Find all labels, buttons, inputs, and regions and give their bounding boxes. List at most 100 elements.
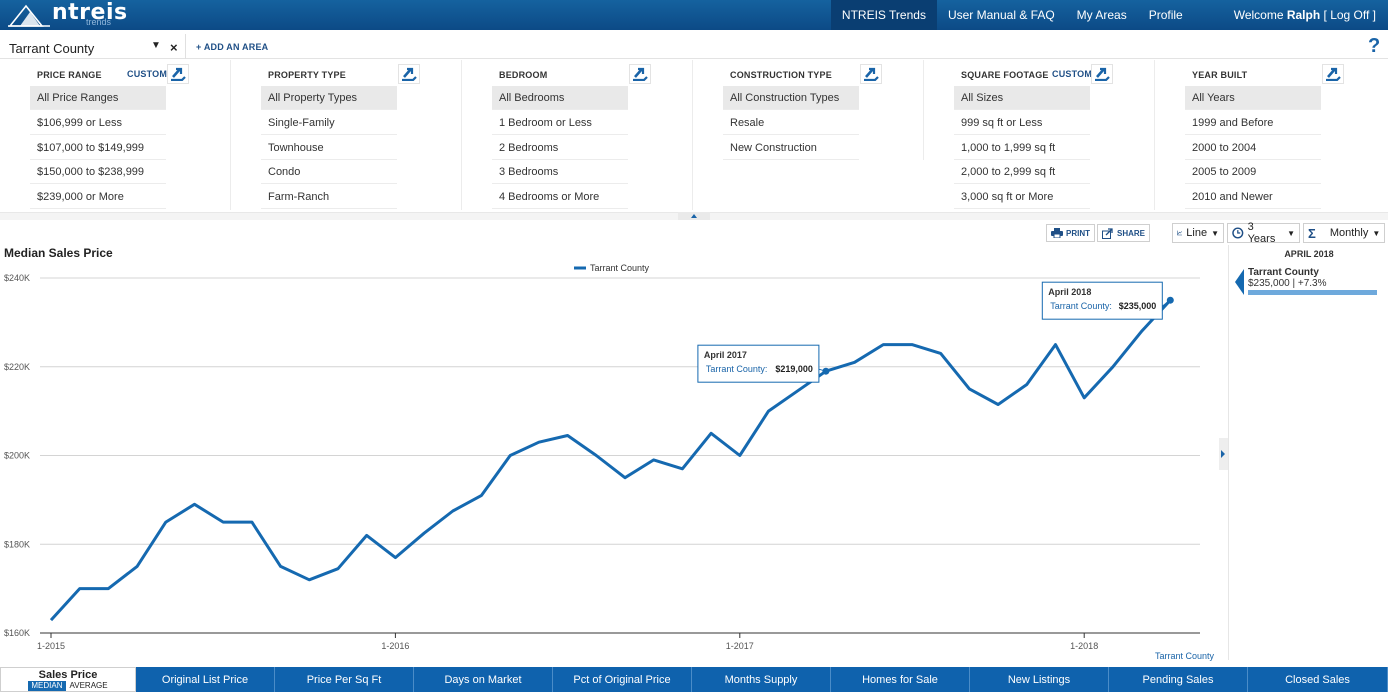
filter-option[interactable]: $107,000 to $149,999 xyxy=(30,136,166,160)
filter-option[interactable]: 3 Bedrooms xyxy=(492,160,628,185)
tab-pending-sales[interactable]: Pending Sales xyxy=(1109,667,1248,692)
nav-ntreis-trends[interactable]: NTREIS Trends xyxy=(830,0,937,30)
tooltip-value: $235,000 xyxy=(1119,301,1157,311)
filter-option[interactable]: All Construction Types xyxy=(723,86,859,110)
filter-column-price-range: PRICE RANGE CUSTOM All Price Ranges $106,99… xyxy=(0,60,231,210)
nav-user-manual[interactable]: User Manual & FAQ xyxy=(947,8,1055,22)
collapse-filters-toggle[interactable] xyxy=(678,212,710,220)
add-area-button[interactable]: + ADD AN AREA xyxy=(196,42,269,52)
filter-option[interactable]: 1999 and Before xyxy=(1185,111,1321,135)
filter-option[interactable]: 4 Bedrooms or More xyxy=(492,185,628,210)
filter-option[interactable]: $106,999 or Less xyxy=(30,111,166,135)
period-value: 3 Years xyxy=(1247,221,1276,245)
chart-type-value: Line xyxy=(1186,227,1208,239)
x-axis-caption: Tarrant County xyxy=(1155,651,1215,661)
interval-value: Monthly xyxy=(1329,227,1369,239)
median-option[interactable]: MEDIAN xyxy=(28,680,66,691)
share-button[interactable]: SHARE xyxy=(1097,224,1151,242)
filter-option[interactable]: All Price Ranges xyxy=(30,86,166,110)
filter-option[interactable]: All Bedrooms xyxy=(492,86,628,110)
chart-type-select[interactable]: Line ▼ xyxy=(1172,223,1224,243)
share-icon xyxy=(1102,227,1113,239)
chevron-down-icon: ▼ xyxy=(1372,228,1381,238)
area-select[interactable]: Tarrant County xyxy=(9,41,95,56)
tooltip-box xyxy=(1041,281,1163,320)
welcome-prefix: Welcome xyxy=(1233,8,1287,22)
panel-toggle[interactable] xyxy=(1219,438,1228,470)
filter-heading: YEAR BUILT xyxy=(1192,70,1248,80)
metric-tabs: Sales Price MEDIAN AVERAGE Original List… xyxy=(0,667,1388,692)
filter-option[interactable]: Single-Family xyxy=(261,111,397,135)
x-tick-label: 1-2017 xyxy=(726,641,754,651)
filter-option[interactable]: Resale xyxy=(723,111,859,135)
filter-option[interactable]: Condo xyxy=(261,160,397,185)
filter-option[interactable]: 2,000 to 2,999 sq ft xyxy=(954,160,1090,185)
filter-option[interactable]: All Years xyxy=(1185,86,1321,110)
custom-range-link[interactable]: CUSTOM xyxy=(1052,69,1093,79)
period-select[interactable]: 3 Years ▼ xyxy=(1227,221,1300,245)
y-tick-label: $160K xyxy=(4,628,30,638)
printer-icon xyxy=(1051,228,1063,238)
nav-my-areas[interactable]: My Areas xyxy=(1076,8,1127,22)
tab-original-list-price[interactable]: Original List Price xyxy=(136,667,275,692)
welcome-text: Welcome Ralph [ Log Off ] xyxy=(1194,0,1388,30)
share-label: SHARE xyxy=(1117,228,1146,238)
print-label: PRINT xyxy=(1066,228,1090,238)
filter-option[interactable]: $150,000 to $238,999 xyxy=(30,160,166,185)
interval-select[interactable]: Σ Monthly ▼ xyxy=(1303,223,1385,243)
tab-homes-for-sale[interactable]: Homes for Sale xyxy=(831,667,970,692)
chevron-down-icon: ▼ xyxy=(1287,228,1295,238)
area-row: Tarrant County ▼ × + ADD AN AREA ? xyxy=(0,30,1388,59)
filter-option[interactable]: All Property Types xyxy=(261,86,397,110)
tab-months-supply[interactable]: Months Supply xyxy=(692,667,831,692)
compare-arrow-icon[interactable] xyxy=(167,64,189,84)
help-icon[interactable]: ? xyxy=(1368,35,1381,57)
clock-icon xyxy=(1232,227,1244,239)
compare-arrow-icon[interactable] xyxy=(860,64,882,84)
chevron-down-icon[interactable]: ▼ xyxy=(151,40,161,51)
tab-sales-price[interactable]: Sales Price MEDIAN AVERAGE xyxy=(0,667,136,692)
data-detail-panel: APRIL 2018 Tarrant County $235,000 | +7.… xyxy=(1228,245,1388,660)
chevron-down-icon: ▼ xyxy=(1211,228,1219,238)
nav-profile[interactable]: Profile xyxy=(1148,8,1183,22)
filter-option[interactable]: Townhouse xyxy=(261,136,397,160)
filter-option[interactable]: Farm-Ranch xyxy=(261,185,397,210)
filter-option[interactable]: 1 Bedroom or Less xyxy=(492,111,628,135)
tab-closed-sales[interactable]: Closed Sales xyxy=(1248,667,1388,692)
filter-column-property-type: PROPERTY TYPE All Property Types Single-Fa… xyxy=(231,60,462,210)
filter-option[interactable]: All Sizes xyxy=(954,86,1090,110)
filter-option[interactable]: $239,000 or More xyxy=(30,185,166,210)
filter-option[interactable]: 3,000 sq ft or More xyxy=(954,185,1090,210)
tab-pct-of-original-price[interactable]: Pct of Original Price xyxy=(553,667,692,692)
average-option[interactable]: AVERAGE xyxy=(69,680,108,690)
remove-area-close-icon[interactable]: × xyxy=(170,40,178,55)
compare-arrow-icon[interactable] xyxy=(398,64,420,84)
tab-new-listings[interactable]: New Listings xyxy=(970,667,1109,692)
filter-option[interactable]: 2005 to 2009 xyxy=(1185,160,1321,185)
top-navbar: ntreis trends NTREIS Trends User Manual … xyxy=(0,0,1388,30)
filter-option[interactable]: 1,000 to 1,999 sq ft xyxy=(954,136,1090,160)
compare-arrow-icon[interactable] xyxy=(1091,64,1113,84)
series-line-tarrant-county[interactable] xyxy=(49,299,1172,622)
tab-price-per-sq-ft[interactable]: Price Per Sq Ft xyxy=(275,667,414,692)
tab-days-on-market[interactable]: Days on Market xyxy=(414,667,553,692)
x-tick-label: 1-2015 xyxy=(37,641,65,651)
median-sales-price-chart[interactable]: $160K $180K $200K $220K $240K 1-2015 1-2016 1-2… xyxy=(0,258,1220,664)
y-tick-label: $200K xyxy=(4,451,30,461)
logo-subtext: trends xyxy=(86,17,112,27)
filter-option[interactable]: New Construction xyxy=(723,136,859,160)
print-button[interactable]: PRINT xyxy=(1046,224,1095,242)
filter-option[interactable]: 2 Bedrooms xyxy=(492,136,628,160)
filter-heading: PRICE RANGE xyxy=(37,70,102,80)
custom-range-link[interactable]: CUSTOM xyxy=(127,69,168,79)
filter-option[interactable]: 2010 and Newer xyxy=(1185,185,1321,210)
tab-sales-price-label: Sales Price xyxy=(38,668,98,681)
ntreis-logo[interactable] xyxy=(6,1,54,29)
logoff-link[interactable]: [ Log Off ] xyxy=(1320,8,1376,22)
filter-option[interactable]: 999 sq ft or Less xyxy=(954,111,1090,135)
legend-label: Tarrant County xyxy=(590,263,650,273)
compare-arrow-icon[interactable] xyxy=(1322,64,1344,84)
compare-arrow-icon[interactable] xyxy=(629,64,651,84)
filter-option[interactable]: 2000 to 2004 xyxy=(1185,136,1321,160)
panel-series-value: $235,000 | +7.3% xyxy=(1248,278,1327,289)
